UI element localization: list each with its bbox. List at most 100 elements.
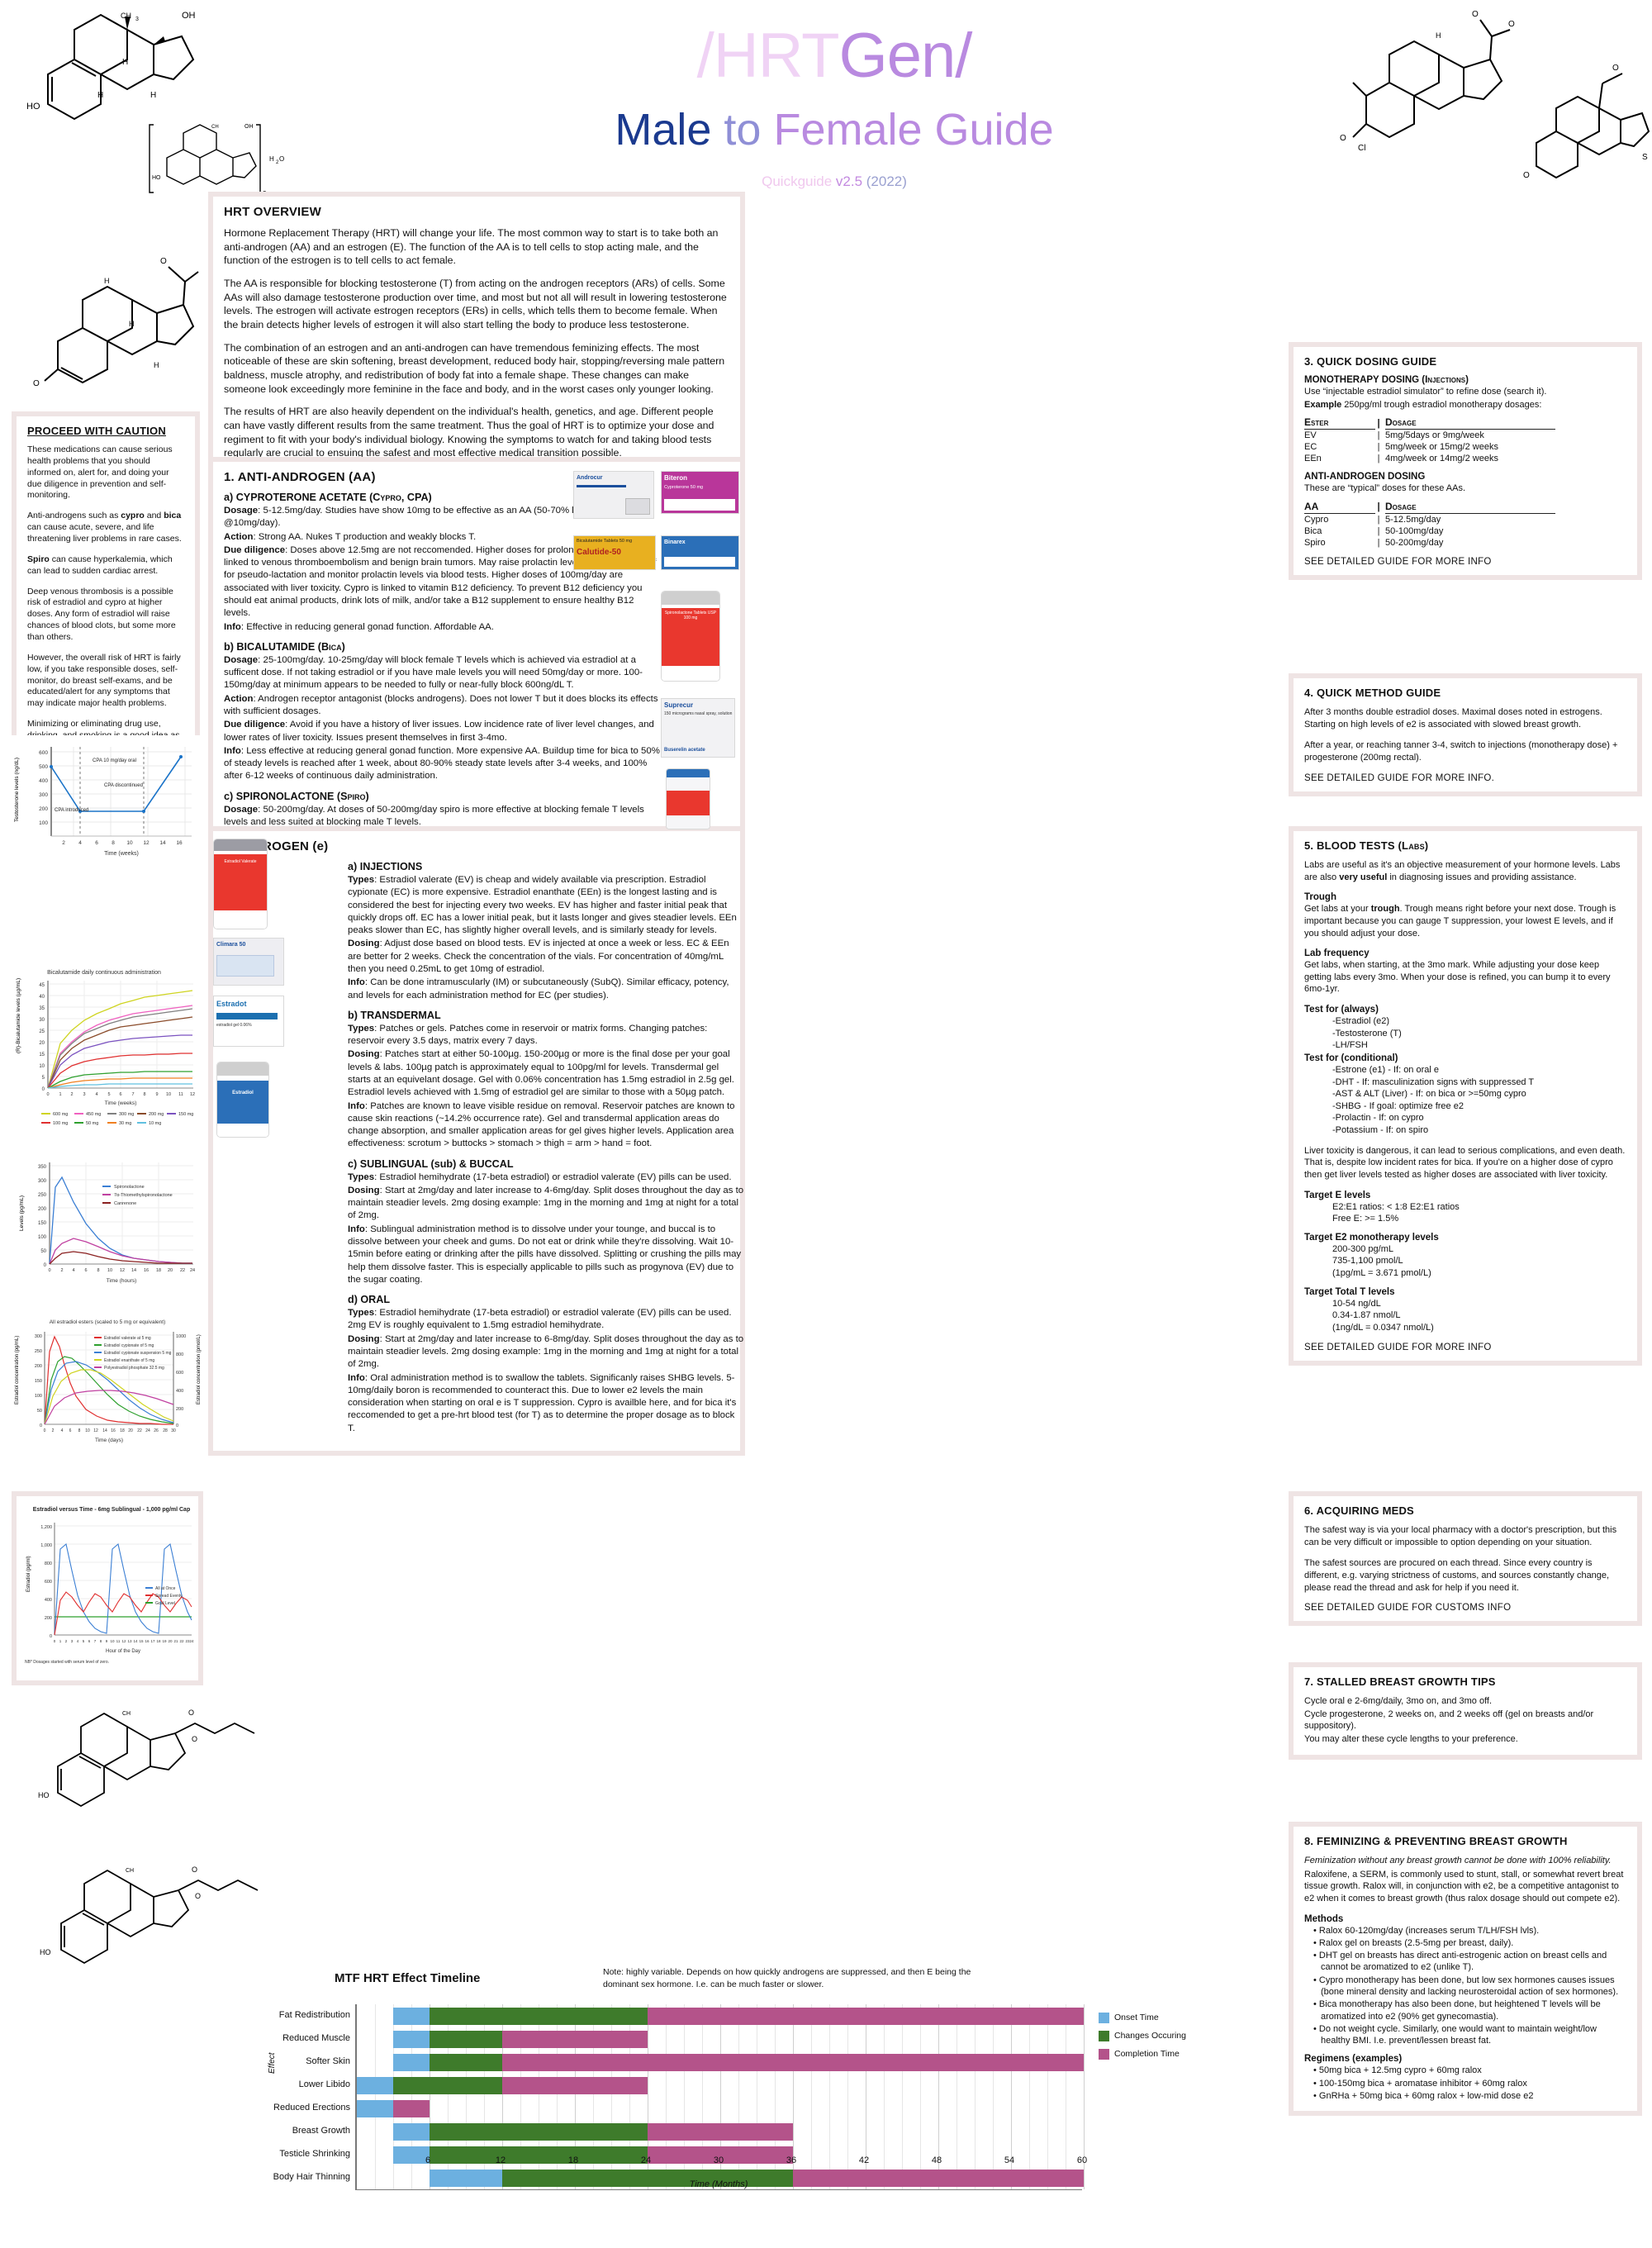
progesterone-molecule-diagram: O O H H H: [15, 244, 201, 401]
svg-text:All at Once: All at Once: [155, 1586, 176, 1591]
svg-text:100: 100: [39, 820, 48, 826]
stalled-breast-growth-panel: 7. STALLED BREAST GROWTH TIPS Cycle oral…: [1289, 1662, 1642, 1760]
photo-suprecur-box: Suprecur 150 micrograms nasal spray, sol…: [661, 698, 735, 758]
gantt-bar-segment: [393, 2123, 430, 2141]
sec5-always-0: -Estradiol (e2): [1332, 1016, 1390, 1026]
svg-text:16: 16: [176, 840, 183, 846]
gridline: [702, 2004, 703, 2189]
list-item: • Ralox 60-120mg/day (increases serum T/…: [1313, 1925, 1540, 1936]
cpa-ann2: CPA discontinued: [104, 783, 143, 788]
list-item: • Bica monotherapy has also been done, b…: [1313, 1999, 1601, 2022]
esters-ylabel2: Estradiol concentration (pmol/L): [197, 1334, 202, 1404]
gridline: [448, 2004, 449, 2189]
svg-text:1000: 1000: [176, 1334, 186, 1339]
svg-text:O: O: [1340, 134, 1346, 143]
gantt-row: Body Hair Thinning: [273, 2170, 1084, 2188]
gantt-x-tick: 42: [858, 2155, 870, 2165]
svg-text:600: 600: [176, 1371, 183, 1376]
svg-text:7: 7: [94, 1639, 97, 1643]
svg-text:O: O: [1508, 20, 1515, 29]
gantt-bar-segment: [502, 2170, 793, 2188]
sec5-tt-2: (1ng/dL = 0.0347 nmol/L): [1332, 1322, 1434, 1333]
overview-p3: The combination of an estrogen and an an…: [224, 341, 725, 395]
svg-text:10 mg: 10 mg: [149, 1121, 161, 1126]
feminizing-preventing-breast-growth-panel: 8. FEMINIZING & PREVENTING BREAST GROWTH…: [1289, 1822, 1642, 2117]
svg-text:100: 100: [35, 1394, 42, 1399]
subling-title: Estradiol versus Time - 6mg Sublingual -…: [33, 1507, 190, 1513]
sec5-trough-p: Get labs at your trough. Trough means ri…: [1304, 904, 1616, 939]
subsection-2: c) SUBLINGUAL (sub) & BUCCAL Types: Estra…: [348, 1158, 744, 1287]
mtf-hrt-effect-timeline-chart: MTF HRT Effect Timeline Note: highly var…: [268, 1966, 1276, 2239]
gantt-bar-segment: [393, 2007, 430, 2025]
sec4-see-more: SEE DETAILED GUIDE FOR MORE INFO.: [1304, 772, 1495, 783]
sec8-title: 8. FEMINIZING & PREVENTING BREAST GROWTH: [1304, 1835, 1568, 1847]
detail-line: Dosing: Start at 2mg/day and later incre…: [348, 1333, 744, 1370]
svg-text:250: 250: [38, 1193, 47, 1198]
svg-text:19: 19: [162, 1639, 167, 1643]
esters-xlabel: Time (days): [95, 1438, 123, 1443]
svg-text:35: 35: [39, 1006, 45, 1011]
svg-text:22: 22: [180, 1268, 185, 1273]
svg-text:HO: HO: [152, 175, 161, 181]
version-year: (2022): [866, 173, 907, 189]
photo-estradot-box: Estradot estradiol gel 0.06%: [213, 996, 284, 1047]
table-row: Spiro | 50-200mg/day: [1304, 537, 1444, 548]
gantt-row-label: Body Hair Thinning: [273, 2172, 350, 2183]
gantt-row-label: Reduced Muscle: [282, 2032, 350, 2043]
photo-androcur-box: Androcur: [573, 471, 654, 519]
detail-line: Dosage: 5-12.5mg/day. Studies have show …: [224, 506, 613, 529]
gantt-bar-segment: [648, 2007, 1084, 2025]
gridline-major: [1084, 2004, 1085, 2189]
svg-text:Canrenone: Canrenone: [114, 1201, 136, 1206]
detail-line: Info: Patches are known to leave visible…: [348, 1100, 735, 1149]
gantt-x-tick: 36: [786, 2155, 797, 2165]
gridline: [1029, 2004, 1030, 2189]
esters-ylabel: Estradiol concentration (pg/mL): [15, 1336, 20, 1404]
detail-line: Info: Oral administration method is to s…: [348, 1372, 737, 1433]
cpa-ylabel: Testosterone levels (ng/dL): [14, 758, 20, 822]
detail-line: Dosing: Start at 2mg/day and later incre…: [348, 1185, 744, 1221]
list-item: • Cypro monotherapy has been done, but l…: [1313, 1975, 1619, 1997]
svg-text:100: 100: [38, 1235, 47, 1240]
sec5-cond-3: -SHBG - If goal: optimize free e2: [1332, 1100, 1464, 1111]
table-row: EV | 5mg/5days or 9mg/week: [1304, 430, 1484, 441]
svg-text:OH: OH: [182, 11, 196, 21]
sec5-freq-head: Lab frequency: [1304, 948, 1370, 959]
gantt-row: Fat Redistribution: [279, 2007, 1084, 2025]
svg-text:H: H: [154, 361, 159, 369]
svg-text:30 mg: 30 mg: [119, 1121, 131, 1126]
sec5-te2-head: Target E2 monotherapy levels: [1304, 1232, 1439, 1243]
caution-p2: Anti-androgens such as cypro and bica ca…: [27, 511, 182, 544]
svg-text:16: 16: [111, 1428, 116, 1433]
gridline: [993, 2004, 994, 2189]
subsection-0: a) CYPROTERONE ACETATE (Cypro, CPA) Dosag…: [224, 492, 662, 634]
svg-text:200: 200: [45, 1616, 52, 1621]
sec8-italic: Feminization without any breast growth c…: [1304, 1856, 1612, 1865]
svg-text:8: 8: [143, 1092, 145, 1097]
svg-text:50 mg: 50 mg: [86, 1121, 98, 1126]
svg-text:16: 16: [144, 1268, 149, 1273]
svg-text:500: 500: [39, 764, 48, 770]
sec5-te2-0: 200-300 pg/mL: [1332, 1243, 1393, 1254]
svg-text:1: 1: [59, 1092, 61, 1097]
sec5-cond-4: -Prolactin - If: on cypro: [1332, 1113, 1424, 1124]
gantt-row: Breast Growth: [292, 2123, 1084, 2141]
gridline: [611, 2004, 612, 2189]
sec8-regimens-list: • 50mg bica + 12.5mg cypro + 60mg ralox …: [1304, 2065, 1626, 2102]
gantt-bar-segment: [357, 2076, 393, 2094]
svg-text:11: 11: [178, 1092, 183, 1097]
estradiol-valerate-molecule-diagram: HO CH O O: [33, 1702, 273, 1834]
estradiol-molecule-diagram: HO CH 3 OH H H H: [15, 5, 230, 145]
sec3-mono-l1: Use “injectable estradiol simulator” to …: [1304, 387, 1547, 397]
aa-col-header: AA: [1304, 500, 1375, 514]
svg-text:3: 3: [71, 1639, 74, 1643]
gridline: [629, 2004, 630, 2189]
sec8-p1: Raloxifene, a SERM, is commonly used to …: [1304, 1869, 1624, 1903]
svg-text:0: 0: [44, 1263, 47, 1268]
svg-text:200: 200: [35, 1364, 42, 1369]
svg-text:4: 4: [77, 1639, 79, 1643]
svg-text:4: 4: [61, 1428, 64, 1433]
sec4-p2: After a year, or reaching tanner 3-4, sw…: [1304, 740, 1618, 763]
svg-text:300: 300: [35, 1334, 42, 1339]
ester-dosage-table: Ester | Dosage EV | 5mg/5days or 9mg/week …: [1304, 416, 1556, 464]
